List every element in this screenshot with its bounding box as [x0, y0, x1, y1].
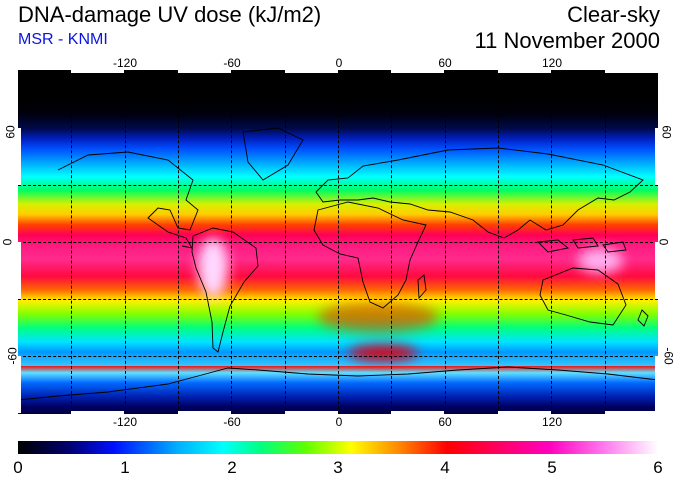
parallel: [18, 185, 658, 186]
frame-tick: [498, 70, 551, 73]
lat-label-left: 0: [0, 238, 15, 246]
frame-tick: [605, 70, 658, 73]
parallel: [18, 356, 658, 357]
lon-label-top: 120: [541, 56, 563, 70]
uv-hotspot: [348, 345, 418, 361]
lon-label-bottom: -120: [112, 415, 138, 429]
frame-tick: [178, 70, 231, 73]
lat-label-left: -60: [5, 347, 20, 365]
frame-tick: [285, 70, 338, 73]
lat-label-right: -60: [661, 347, 676, 365]
frame-tick: [18, 242, 21, 299]
lon-label-top: 60: [438, 56, 452, 70]
parallel: [18, 242, 658, 243]
lon-label-top: -120: [112, 56, 138, 70]
frame-tick: [655, 242, 658, 299]
frame-tick: [655, 128, 658, 185]
map-subtitle: MSR - KNMI: [18, 31, 108, 48]
frame-tick: [498, 411, 551, 414]
frame-tick: [285, 411, 338, 414]
uv-dose-map: [18, 70, 658, 414]
map-date: 11 November 2000: [474, 28, 661, 53]
lat-label-left: 60: [3, 125, 18, 139]
uv-hotspot: [198, 238, 228, 298]
color-scale-label: 4: [440, 458, 450, 477]
frame-tick: [178, 411, 231, 414]
frame-tick: [391, 70, 444, 73]
lat-label-right: 0: [656, 238, 671, 246]
color-scale-label: 0: [13, 458, 23, 477]
color-scale-bar: [18, 441, 658, 454]
parallel: [18, 299, 658, 300]
lon-label-bottom: 60: [438, 415, 452, 429]
frame-tick: [605, 411, 658, 414]
map-title: DNA-damage UV dose (kJ/m2): [18, 2, 322, 27]
frame-tick: [18, 356, 21, 413]
frame-tick: [71, 70, 124, 73]
frame-tick: [391, 411, 444, 414]
frame-tick: [655, 356, 658, 413]
frame-tick: [71, 411, 124, 414]
uv-dose-field: [18, 70, 658, 414]
lon-label-top: 0: [335, 56, 343, 70]
lon-label-bottom: 120: [541, 415, 563, 429]
lat-label-right: 60: [659, 125, 674, 139]
lon-label-bottom: -60: [223, 415, 241, 429]
color-scale-label: 1: [120, 458, 130, 477]
frame-tick: [18, 128, 21, 185]
coastline-layer: [18, 127, 658, 401]
color-scale-label: 6: [653, 458, 663, 477]
color-scale-label: 3: [333, 458, 343, 477]
color-scale-label: 5: [547, 458, 557, 477]
sky-condition: Clear-sky: [567, 2, 660, 27]
lon-label-top: -60: [223, 56, 241, 70]
color-scale-label: 2: [227, 458, 237, 477]
lon-label-bottom: 0: [335, 415, 343, 429]
